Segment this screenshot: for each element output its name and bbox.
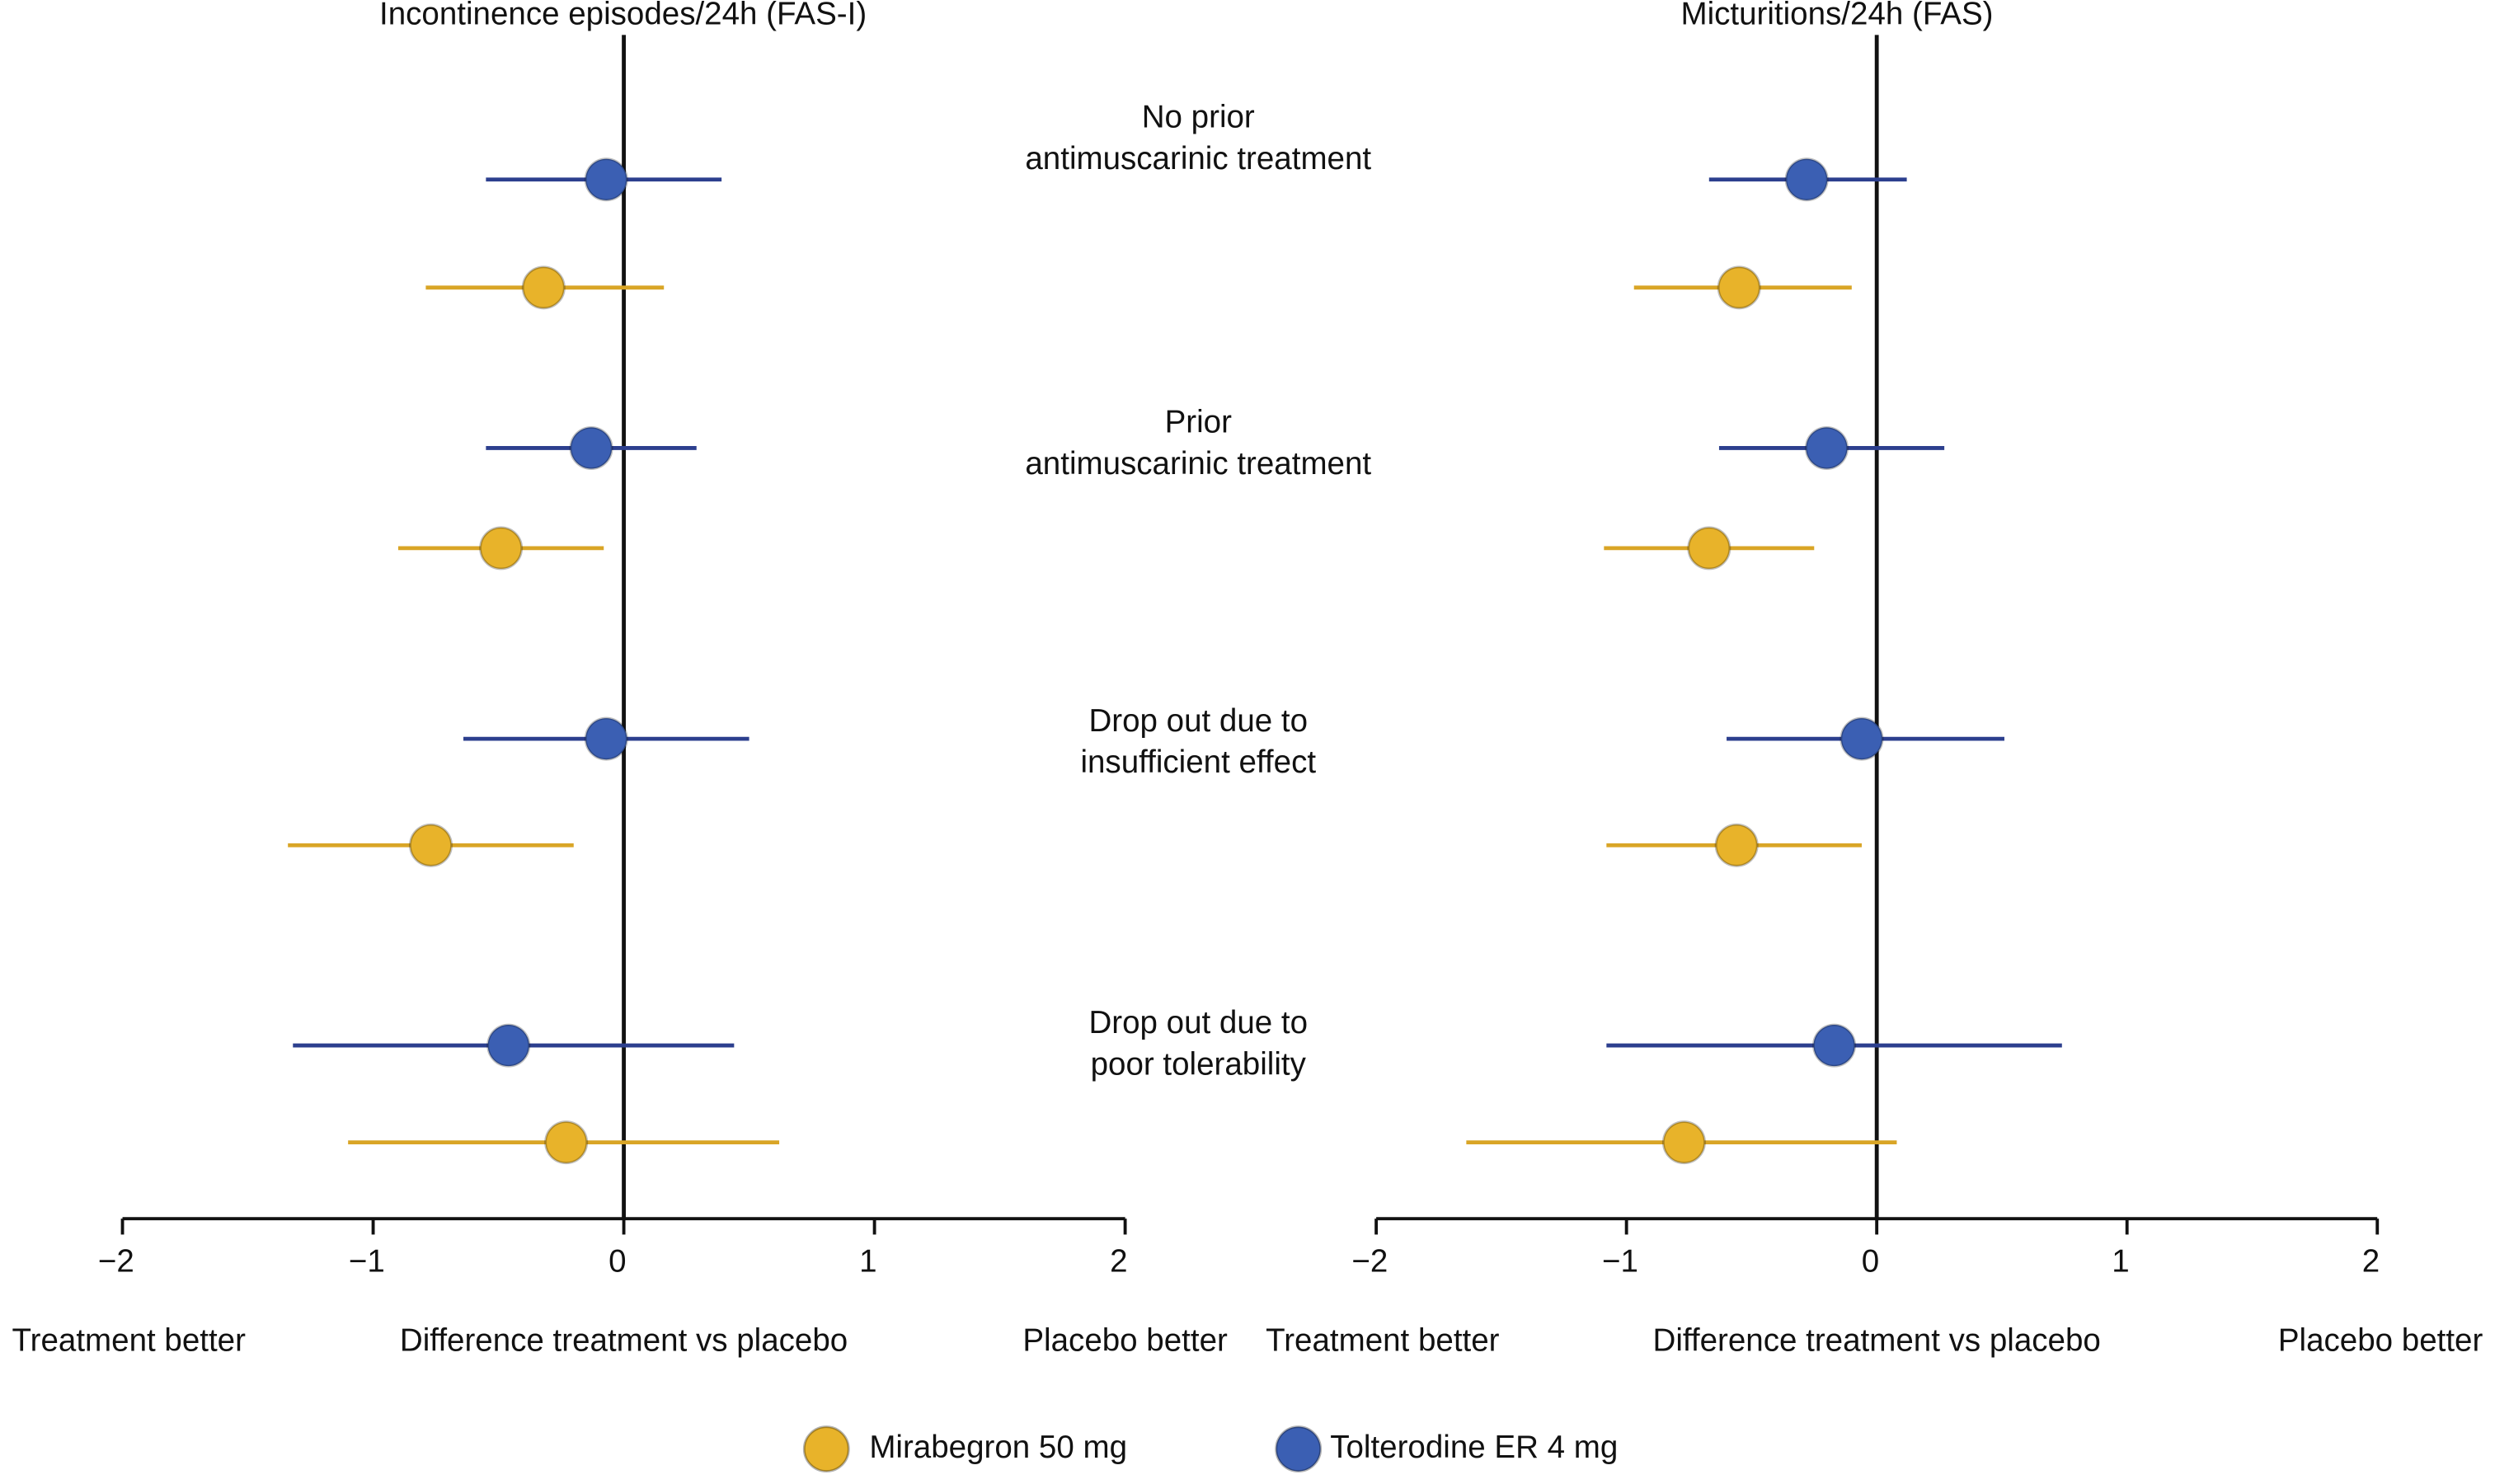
point-estimate xyxy=(544,1120,589,1165)
x-tick-label: 2 xyxy=(1110,1243,1127,1279)
right-note: Placebo better xyxy=(1022,1323,1228,1359)
x-tick-label: 1 xyxy=(2112,1243,2129,1279)
point-estimate xyxy=(1717,265,1761,310)
left-note: Treatment better xyxy=(1266,1323,1500,1359)
panel-title: Incontinence episodes/24h (FAS-I) xyxy=(379,0,867,31)
legend-label: Mirabegron 50 mg xyxy=(869,1430,1127,1465)
legend-swatch xyxy=(1275,1425,1323,1473)
subgroup-label: poor tolerability xyxy=(1091,1046,1307,1082)
point-estimate xyxy=(584,157,628,202)
subgroup-label: Prior xyxy=(1165,405,1233,440)
subgroup-label: insufficient effect xyxy=(1080,744,1316,780)
x-tick-label: 2 xyxy=(2362,1243,2380,1279)
subgroup-label: Drop out due to xyxy=(1088,703,1308,739)
legend-label: Tolterodine ER 4 mg xyxy=(1330,1430,1618,1465)
point-estimate xyxy=(408,823,453,867)
subgroup-label: No prior xyxy=(1142,100,1255,135)
x-tick-label: 1 xyxy=(859,1243,876,1279)
point-estimate xyxy=(1714,823,1759,867)
x-tick-label: −1 xyxy=(349,1243,385,1279)
x-tick-label: −2 xyxy=(1351,1243,1388,1279)
panel-title: Micturitions/24h (FAS) xyxy=(1680,0,1993,31)
point-estimate xyxy=(1687,526,1731,571)
point-estimate xyxy=(486,1023,531,1068)
point-estimate xyxy=(1804,425,1849,470)
x-tick-label: 0 xyxy=(1862,1243,1879,1279)
right-note: Placebo better xyxy=(2278,1323,2483,1359)
x-tick-label: 0 xyxy=(608,1243,626,1279)
legend-swatch xyxy=(802,1425,850,1473)
point-estimate xyxy=(1661,1120,1706,1165)
subgroup-label: antimuscarinic treatment xyxy=(1025,141,1371,176)
point-estimate xyxy=(1840,716,1884,761)
x-tick-label: −1 xyxy=(1602,1243,1638,1279)
point-estimate xyxy=(569,425,613,470)
point-estimate xyxy=(1784,157,1829,202)
point-estimate xyxy=(479,526,524,571)
point-estimate xyxy=(584,716,628,761)
subgroup-label: antimuscarinic treatment xyxy=(1025,446,1371,481)
subgroup-label: Drop out due to xyxy=(1088,1005,1308,1040)
point-estimate xyxy=(1812,1023,1857,1068)
x-axis-label: Difference treatment vs placebo xyxy=(400,1323,848,1359)
x-tick-label: −2 xyxy=(98,1243,134,1279)
left-note: Treatment better xyxy=(12,1323,247,1359)
point-estimate xyxy=(521,265,566,310)
x-axis-label: Difference treatment vs placebo xyxy=(1653,1323,2101,1359)
